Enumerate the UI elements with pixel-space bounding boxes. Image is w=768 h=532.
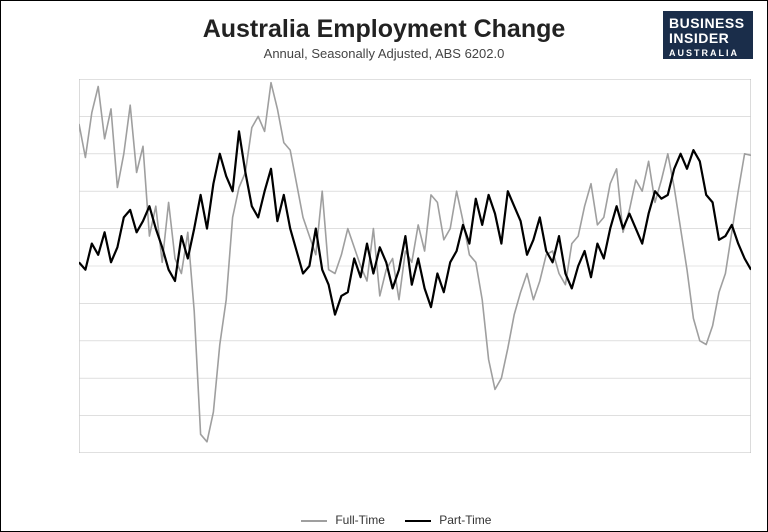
- legend-swatch-parttime: [405, 520, 431, 522]
- legend-item-parttime: Part-Time: [405, 513, 492, 527]
- logo-line3: AUSTRALIA: [669, 49, 747, 59]
- logo-line2: INSIDER: [669, 31, 747, 46]
- chart-subtitle: Annual, Seasonally Adjusted, ABS 6202.0: [1, 46, 767, 61]
- legend-label-parttime: Part-Time: [439, 513, 491, 527]
- chart-plot: -200,000-150,000-100,000-50,000050,00010…: [79, 79, 751, 453]
- chart-title: Australia Employment Change: [1, 15, 767, 44]
- logo-line1: BUSINESS: [669, 16, 747, 31]
- chart-frame: BUSINESS INSIDER AUSTRALIA Australia Emp…: [0, 0, 768, 532]
- publisher-logo: BUSINESS INSIDER AUSTRALIA: [663, 11, 753, 59]
- chart-legend: Full-Time Part-Time: [301, 513, 491, 527]
- legend-label-fulltime: Full-Time: [335, 513, 385, 527]
- legend-swatch-fulltime: [301, 520, 327, 522]
- legend-item-fulltime: Full-Time: [301, 513, 385, 527]
